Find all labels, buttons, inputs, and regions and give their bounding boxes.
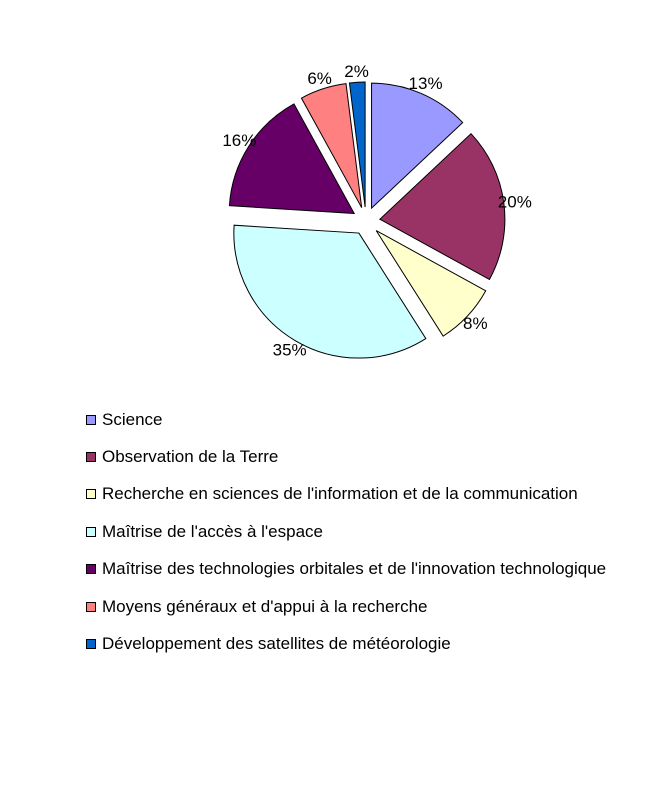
pie-chart: 13% 20% 8% 35% 16% 6% 2%	[222, 62, 531, 360]
pie-data-labels: 13% 20% 8% 35% 16% 6% 2%	[222, 62, 531, 360]
legend-label: Maîtrise des technologies orbitales et d…	[102, 559, 607, 579]
legend-item-4: Maîtrise de l'accès à l'espace	[86, 513, 606, 550]
legend-swatch	[86, 526, 96, 537]
legend-swatch	[86, 564, 96, 575]
legend-swatch	[86, 414, 96, 425]
pie-data-label-6: 6%	[307, 69, 332, 88]
pie-slice-4	[233, 224, 427, 359]
legend-label: Science	[102, 409, 163, 429]
legend: Science Observation de la Terre Recherche …	[86, 401, 606, 663]
pie-data-label-4: 35%	[273, 341, 307, 360]
legend-swatch	[86, 489, 96, 500]
legend-item-3: Recherche en sciences de l'information e…	[86, 476, 606, 513]
legend-item-6: Moyens généraux et d'appui à la recherch…	[86, 588, 606, 625]
legend-swatch	[86, 639, 96, 650]
legend-label: Moyens généraux et d'appui à la recherch…	[102, 596, 428, 616]
legend-label: Développement des satellites de météorol…	[102, 634, 451, 654]
legend-item-7: Développement des satellites de météorol…	[86, 625, 606, 662]
pie-data-label-1: 13%	[409, 74, 443, 93]
pie-data-label-2: 20%	[498, 193, 532, 212]
pie-data-label-5: 16%	[222, 131, 256, 150]
pie-slice-5	[228, 103, 356, 215]
pie-slice-2	[379, 132, 506, 281]
legend-swatch	[86, 601, 96, 612]
pie-slice-1	[371, 82, 464, 210]
pie-slice-6	[300, 83, 363, 208]
pie-slices	[228, 81, 506, 359]
legend-swatch	[86, 452, 96, 463]
pie-slice-7	[348, 81, 366, 208]
legend-item-1: Science	[86, 401, 606, 438]
legend-label: Observation de la Terre	[102, 447, 279, 467]
pie-data-label-7: 2%	[344, 62, 369, 81]
pie-slice-3	[375, 230, 487, 337]
pie-data-label-3: 8%	[463, 314, 488, 333]
legend-item-5: Maîtrise des technologies orbitales et d…	[86, 551, 606, 588]
legend-item-2: Observation de la Terre	[86, 438, 606, 475]
legend-label: Recherche en sciences de l'information e…	[102, 484, 578, 504]
legend-label: Maîtrise de l'accès à l'espace	[102, 521, 323, 541]
